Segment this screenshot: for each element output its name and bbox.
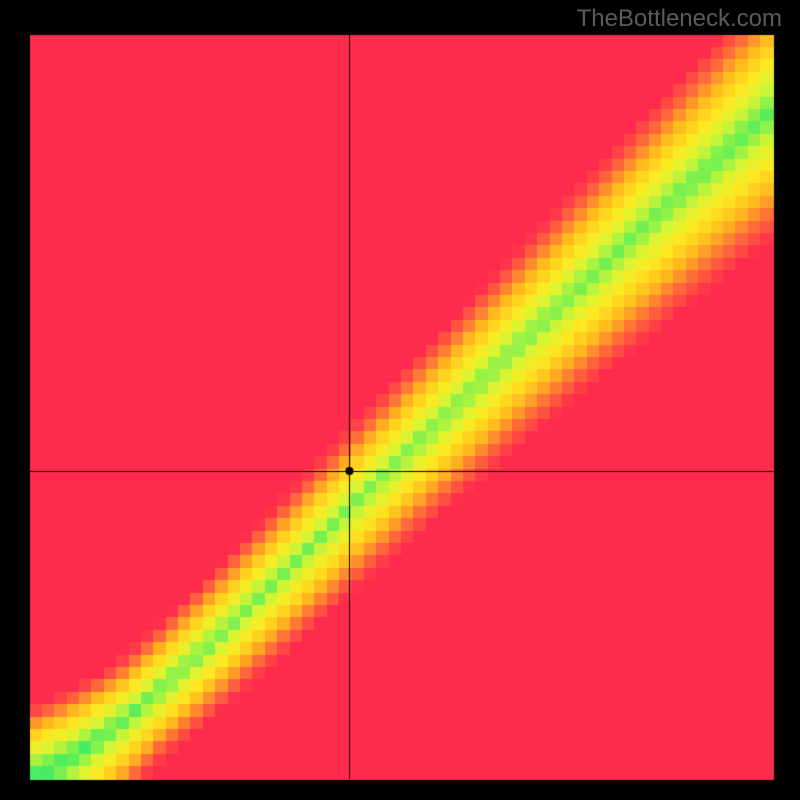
bottleneck-heatmap [0,0,800,800]
watermark-text: TheBottleneck.com [577,5,782,33]
stage: TheBottleneck.com [0,0,800,800]
